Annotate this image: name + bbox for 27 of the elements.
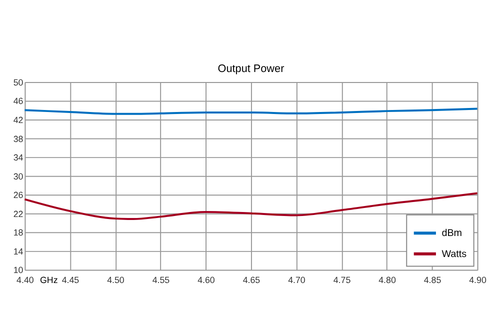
x-axis-title: GHz <box>40 275 58 286</box>
y-tick-label: 42 <box>13 114 24 125</box>
x-tick-label: 4.45 <box>62 275 80 286</box>
x-tick-label: 4.65 <box>242 275 260 286</box>
x-tick-label: 4.90 <box>469 275 486 286</box>
x-tick-label: 4.70 <box>288 275 306 286</box>
x-tick-label: 4.85 <box>424 275 442 286</box>
chart-title: Output Power <box>218 63 285 76</box>
line-series <box>24 192 478 220</box>
y-tick-label: 18 <box>13 228 24 238</box>
y-tick-label: 34 <box>13 152 24 163</box>
y-tick-label: 30 <box>13 171 24 182</box>
y-tick-label: 50 <box>13 77 24 88</box>
x-tick-label: 4.50 <box>107 275 124 286</box>
y-tick-label: 26 <box>13 190 24 200</box>
x-tick-label: 4.40 <box>16 275 34 286</box>
y-tick-label: 22 <box>13 208 24 219</box>
x-tick-label: 4.75 <box>333 275 351 286</box>
y-tick-label: 46 <box>13 96 24 106</box>
x-tick-label: 4.60 <box>198 275 215 286</box>
legend-label: Watts <box>442 248 467 260</box>
y-tick-label: 38 <box>13 134 24 144</box>
y-tick-label: 14 <box>13 246 24 256</box>
y-tick-label: 10 <box>13 265 24 276</box>
x-tick-label: 4.55 <box>152 275 170 286</box>
legend-label: dBm <box>442 228 462 240</box>
x-tick-label: 4.80 <box>378 275 396 286</box>
